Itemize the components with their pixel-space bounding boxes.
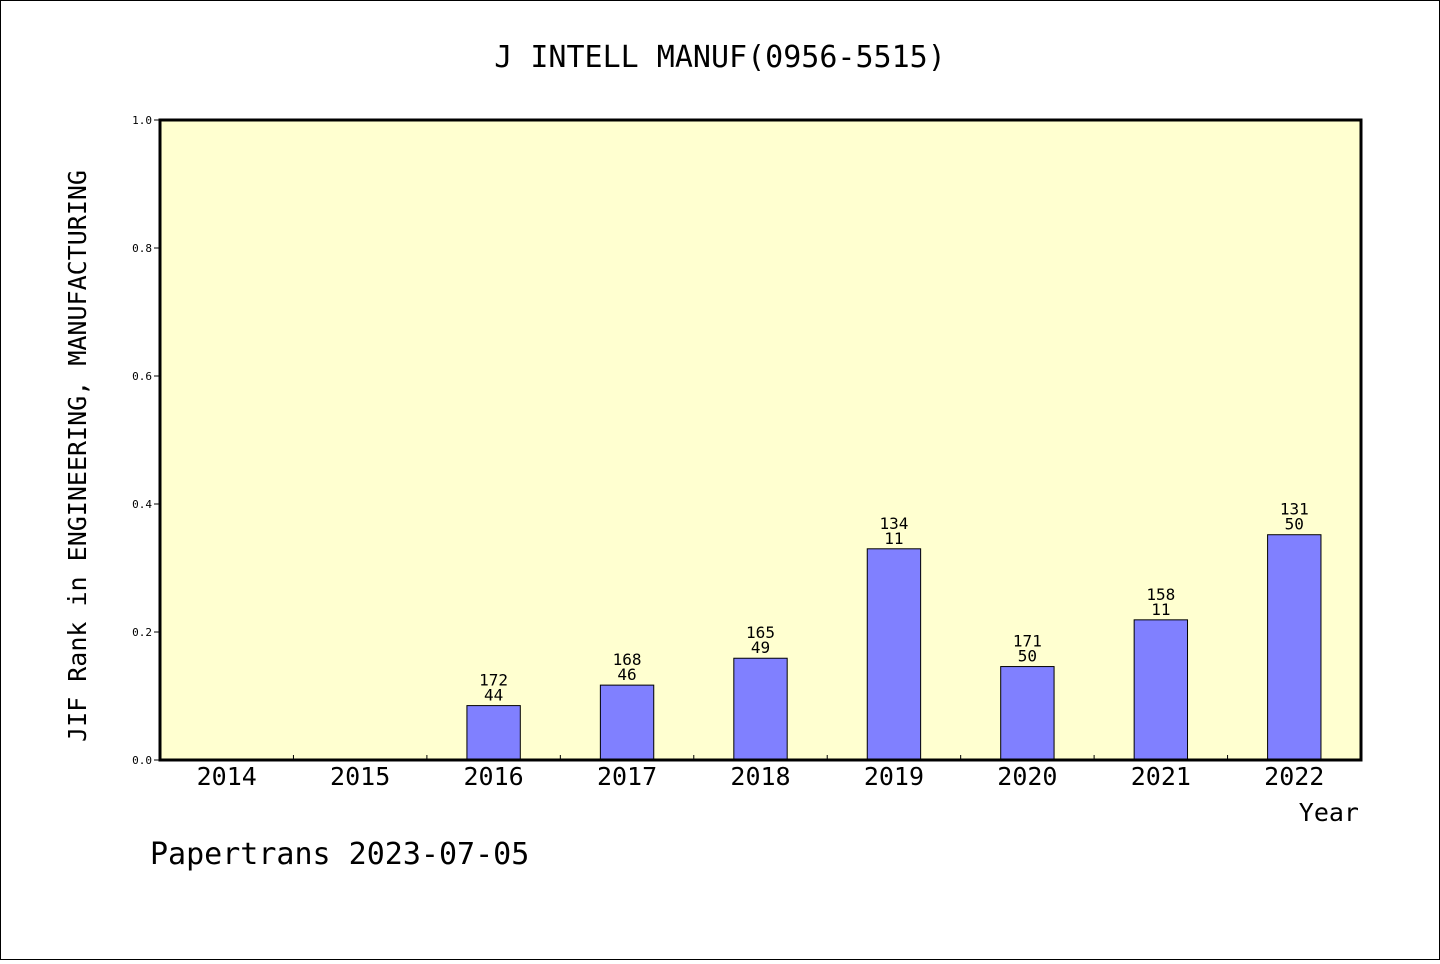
x-tick-label: 2014 xyxy=(197,762,257,791)
data-label-rank-2017: 46 xyxy=(617,665,636,684)
x-tick-label: 2020 xyxy=(997,762,1057,791)
bar-2018 xyxy=(733,657,788,761)
y-tick-label: 0.6 xyxy=(132,370,152,383)
y-tick-label: 0.4 xyxy=(132,498,152,511)
y-tick-label: 0.2 xyxy=(132,626,152,639)
bar-2020 xyxy=(1000,666,1055,761)
bar-series xyxy=(466,534,1322,761)
data-label-total-2021: 158 xyxy=(1146,585,1175,604)
data-label-total-2016: 172 xyxy=(479,671,508,690)
data-label-total-2022: 131 xyxy=(1280,500,1309,519)
data-label-rank-2022: 50 xyxy=(1285,515,1304,534)
data-label-total-2020: 171 xyxy=(1013,632,1042,651)
data-label-total-2017: 168 xyxy=(613,650,642,669)
x-axis-label: Year xyxy=(1299,798,1359,827)
x-tick-label: 2021 xyxy=(1131,762,1191,791)
data-label-rank-2019: 11 xyxy=(884,529,903,548)
x-tick-label: 2022 xyxy=(1264,762,1324,791)
bar-2019 xyxy=(866,548,922,761)
x-axis-ticks: 2014 2015 2016 2017 2018 2019 2020 2021 2022 xyxy=(197,755,1324,791)
x-tick-label: 2018 xyxy=(730,762,790,791)
bar-2017 xyxy=(599,684,655,761)
data-label-total-2018: 165 xyxy=(746,623,775,642)
bar-2021 xyxy=(1133,619,1189,761)
plot-border xyxy=(158,118,1363,762)
y-tick-label: 0.8 xyxy=(132,242,152,255)
bar-2022 xyxy=(1267,534,1322,761)
y-axis-ticks: 0.0 0.2 0.4 0.6 0.8 1.0 xyxy=(132,114,160,767)
x-tick-label: 2017 xyxy=(597,762,657,791)
y-axis-label: JIF Rank in ENGINEERING, MANUFACTURING xyxy=(63,170,92,742)
y-tick-label: 1.0 xyxy=(132,114,152,127)
data-label-rank-2018: 49 xyxy=(751,638,770,657)
data-label-total-2019: 134 xyxy=(879,514,908,533)
x-tick-label: 2015 xyxy=(330,762,390,791)
chart-title: J INTELL MANUF(0956-5515) xyxy=(494,40,946,75)
x-tick-label: 2016 xyxy=(464,762,524,791)
x-tick-label: 2019 xyxy=(864,762,924,791)
data-label-rank-2020: 50 xyxy=(1018,647,1037,666)
data-label-rank-2016: 44 xyxy=(484,686,503,705)
bar-2016 xyxy=(466,705,521,761)
y-tick-label: 0.0 xyxy=(132,754,152,767)
data-label-rank-2021: 11 xyxy=(1151,600,1170,619)
footer-credit: Papertrans 2023-07-05 xyxy=(150,837,529,872)
